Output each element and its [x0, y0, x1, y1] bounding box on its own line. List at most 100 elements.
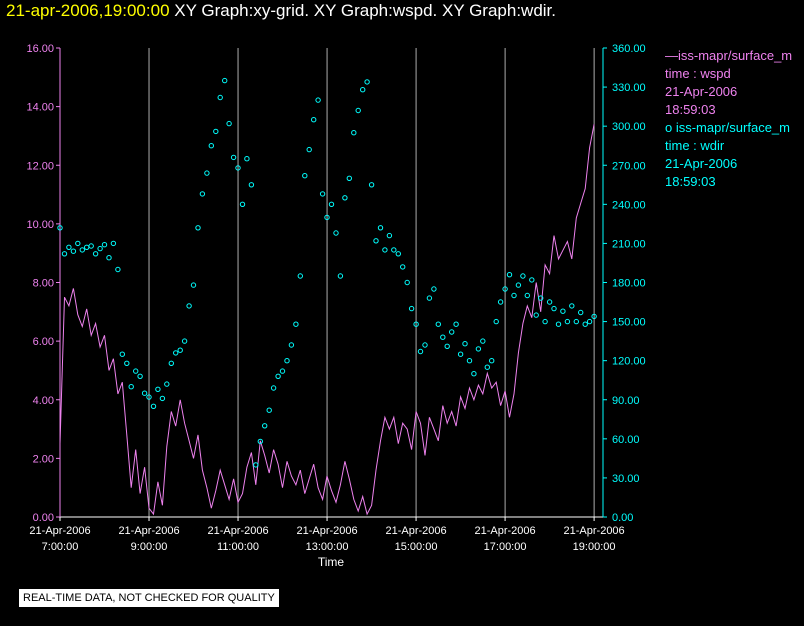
wdir-point: [173, 350, 179, 356]
wdir-point: [364, 79, 370, 85]
wdir-point: [351, 130, 357, 136]
x-tick-label-time: 17:00:00: [484, 541, 527, 553]
wdir-point: [435, 321, 441, 327]
right-tick-label: 0.00: [612, 512, 633, 524]
left-tick-label: 4.00: [33, 395, 54, 407]
x-tick-label-date: 21-Apr-2006: [118, 525, 179, 537]
wdir-point: [101, 242, 108, 248]
graph-title-bar: 21-apr-2006,19:00:00 XY Graph:xy-grid. X…: [6, 1, 556, 21]
wdir-point: [128, 384, 134, 390]
legend-wdir: o iss-mapr/surface_m time : wdir 21-Apr-…: [665, 119, 790, 191]
left-tick-label: 6.00: [33, 336, 54, 348]
right-tick-label: 30.00: [612, 473, 640, 485]
right-tick-label: 150.00: [612, 317, 646, 329]
wdir-point: [133, 368, 139, 374]
wdir-point: [480, 338, 486, 344]
x-tick-label-date: 21-Apr-2006: [207, 525, 268, 537]
wdir-point: [426, 295, 433, 301]
legend-wspd: —iss-mapr/surface_m time : wspd 21-Apr-2…: [665, 47, 792, 119]
wspd-series: [59, 124, 595, 516]
wdir-point: [88, 243, 94, 249]
wdir-point: [493, 318, 499, 325]
x-tick-label-date: 21-Apr-2006: [475, 525, 536, 537]
wdir-point: [422, 342, 428, 348]
wdir-point: [204, 170, 210, 176]
wspd-line: [59, 124, 595, 516]
wdir-point: [538, 295, 544, 301]
wdir-point: [248, 182, 255, 188]
wdir-point: [57, 225, 63, 231]
quality-note: REAL-TIME DATA, NOT CHECKED FOR QUALITY: [19, 589, 279, 607]
wdir-point: [150, 403, 157, 409]
right-tick-label: 90.00: [612, 395, 640, 407]
wdir-point: [199, 191, 206, 197]
wdir-point: [311, 117, 317, 123]
wdir-point: [342, 195, 348, 201]
wdir-point: [222, 77, 228, 84]
timestamp-label: 21-apr-2006,19:00:00: [6, 1, 170, 20]
wdir-point: [529, 277, 535, 283]
wdir-point: [177, 347, 183, 353]
right-tick-label: 270.00: [612, 160, 646, 172]
wdir-point: [560, 308, 566, 314]
right-tick-label: 300.00: [612, 121, 646, 133]
wdir-series: [57, 77, 597, 468]
wdir-point: [457, 351, 464, 357]
wdir-point: [382, 247, 388, 253]
x-tick-label-time: 9:00:00: [131, 541, 168, 553]
wdir-point: [511, 292, 517, 299]
wdir-point: [284, 358, 290, 364]
left-tick-label: 12.00: [26, 160, 54, 172]
wdir-point: [542, 318, 548, 325]
wdir-point: [239, 201, 246, 208]
x-axis-title: Time: [318, 555, 345, 569]
wdir-point: [497, 299, 504, 305]
wdir-point: [564, 318, 571, 325]
wdir-point: [119, 351, 126, 357]
wdir-point: [417, 348, 424, 355]
wdir-point: [92, 251, 99, 257]
wdir-point: [346, 175, 352, 182]
wdir-point: [84, 244, 90, 251]
wdir-point: [373, 238, 379, 244]
legend-wspd-variable: time : wspd: [665, 66, 731, 81]
x-tick-label-date: 21-Apr-2006: [385, 525, 446, 537]
wdir-point: [79, 247, 86, 253]
x-tick-label-date: 21-Apr-2006: [296, 525, 357, 537]
x-tick-label-time: 19:00:00: [573, 541, 616, 553]
wdir-point: [400, 264, 406, 270]
wdir-point: [279, 368, 286, 374]
wdir-point: [360, 87, 366, 93]
wdir-point: [213, 128, 219, 135]
left-tick-label: 8.00: [33, 278, 54, 290]
wdir-point: [573, 318, 579, 325]
wdir-point: [270, 385, 277, 391]
wdir-point: [337, 273, 344, 279]
wdir-point: [449, 329, 455, 335]
wdir-point: [306, 146, 312, 153]
wdir-point: [475, 346, 482, 352]
x-tick-label-time: 13:00:00: [306, 541, 349, 553]
x-axis: 21-Apr-2006 7:00:00 21-Apr-2006 9:00:00 21-A…: [29, 517, 625, 553]
wdir-point: [159, 395, 166, 402]
wdir-point: [413, 321, 419, 327]
left-tick-label: 14.00: [26, 102, 54, 114]
left-y-axis: 0.00 2.00 4.00 6.00 8.00 10.00 12.00 14.00 16.00: [26, 43, 61, 524]
wdir-point: [524, 292, 530, 299]
wdir-point: [440, 334, 446, 340]
wdir-point: [97, 245, 103, 252]
wdir-point: [466, 358, 473, 364]
legend-wspd-source: —iss-mapr/surface_m: [665, 48, 793, 63]
right-tick-label: 360.00: [612, 43, 646, 55]
wdir-point: [546, 299, 553, 305]
legend-wdir-time: 18:59:03: [665, 174, 716, 189]
wdir-point: [319, 191, 326, 197]
wdir-point: [484, 364, 490, 370]
wdir-point: [551, 305, 557, 312]
wdir-point: [106, 255, 112, 261]
right-tick-label: 120.00: [612, 356, 646, 368]
wdir-point: [333, 230, 339, 236]
x-tick-label-date: 21-Apr-2006: [564, 525, 625, 537]
wdir-point: [110, 240, 117, 247]
